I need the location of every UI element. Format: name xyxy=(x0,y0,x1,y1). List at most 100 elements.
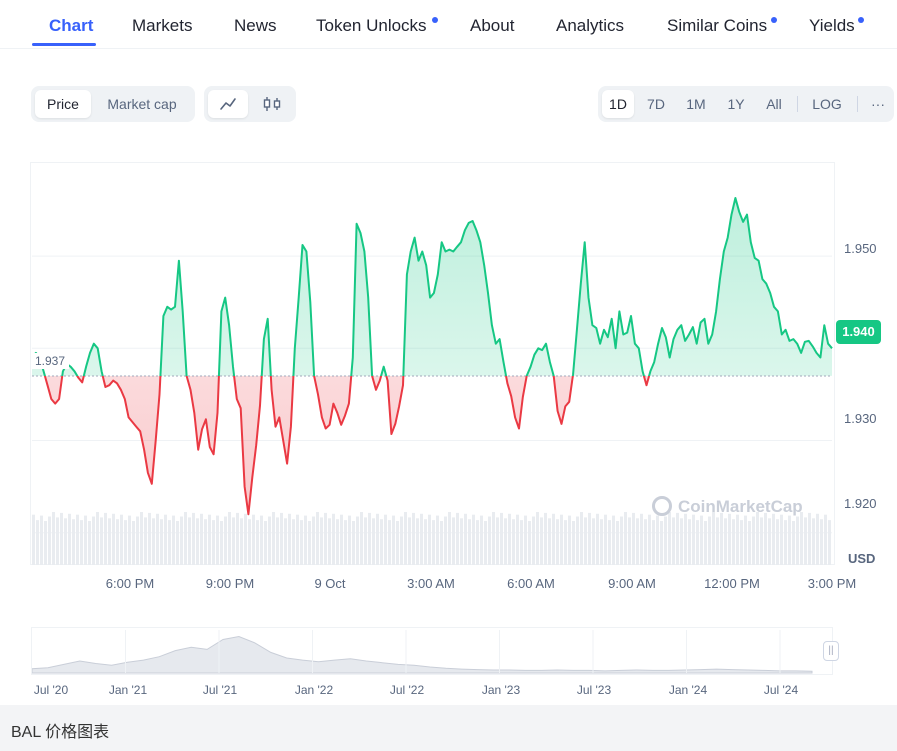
volume-bar xyxy=(428,514,431,565)
volume-bar xyxy=(592,518,595,565)
market-cap-toggle-button[interactable]: Market cap xyxy=(107,96,177,112)
volume-bar xyxy=(684,513,687,565)
volume-bar xyxy=(584,517,587,565)
range-divider xyxy=(797,96,798,112)
volume-bar xyxy=(744,515,747,565)
tab-chart[interactable]: Chart xyxy=(49,16,94,35)
range-7d-button[interactable]: 7D xyxy=(647,96,665,112)
volume-bar xyxy=(148,512,151,565)
volume-bar xyxy=(708,516,711,565)
volume-bar xyxy=(208,514,211,565)
x-tick-label: 9:00 AM xyxy=(608,576,656,591)
volume-bar xyxy=(244,513,247,565)
coinmarketcap-watermark: CoinMarketCap xyxy=(652,496,803,517)
volume-bar xyxy=(260,515,263,565)
navigator-label: Jul '23 xyxy=(576,683,612,697)
volume-bar xyxy=(604,514,607,565)
x-tick-label: 9:00 PM xyxy=(205,576,255,591)
navigator-label: Jul '22 xyxy=(389,683,425,697)
volume-bar xyxy=(440,521,443,565)
volume-bar xyxy=(196,518,199,565)
volume-bar xyxy=(364,517,367,565)
volume-bar xyxy=(764,512,767,565)
navigator-drag-handle[interactable]: || xyxy=(823,641,839,661)
range-all-button[interactable]: All xyxy=(766,96,782,112)
volume-bar xyxy=(632,512,635,565)
volume-bar xyxy=(376,513,379,565)
volume-bar xyxy=(172,515,175,565)
tab-about[interactable]: About xyxy=(470,16,515,35)
volume-bar xyxy=(92,516,95,565)
range-1y-button[interactable]: 1Y xyxy=(727,96,745,112)
volume-bar xyxy=(276,517,279,565)
volume-bar xyxy=(396,521,399,565)
volume-bar xyxy=(616,521,619,565)
volume-bar xyxy=(252,514,255,565)
volume-bar xyxy=(124,520,127,565)
volume-bar xyxy=(64,518,67,565)
volume-bar xyxy=(596,513,599,565)
log-scale-button[interactable]: LOG xyxy=(812,96,842,112)
candlestick-chart-button[interactable] xyxy=(252,90,292,118)
volume-bar xyxy=(816,513,819,565)
x-tick-label: 6:00 AM xyxy=(507,576,555,591)
range-navigator[interactable] xyxy=(31,627,833,675)
volume-bar xyxy=(488,516,491,565)
volume-bar xyxy=(340,514,343,565)
tab-similar-coins[interactable]: Similar Coins xyxy=(667,16,768,35)
volume-bar xyxy=(516,514,519,565)
caption-bar xyxy=(0,705,897,751)
volume-bar xyxy=(480,515,483,565)
range-toggle: 1D 7D 1M 1Y All LOG ··· xyxy=(598,86,894,122)
line-chart-button[interactable] xyxy=(208,90,248,118)
volume-bar xyxy=(312,516,315,565)
more-options-button[interactable]: ··· xyxy=(871,96,885,112)
volume-bar xyxy=(492,512,495,565)
volume-bar xyxy=(356,516,359,565)
volume-bar xyxy=(300,520,303,565)
navigator-label: Jan '21 xyxy=(108,683,148,697)
volume-bar xyxy=(748,521,751,565)
log-divider xyxy=(857,96,858,112)
volume-bar xyxy=(192,512,195,565)
volume-bar xyxy=(284,518,287,565)
volume-bar xyxy=(308,521,311,565)
metric-toggle: Price Market cap xyxy=(31,86,195,122)
volume-bar xyxy=(696,520,699,565)
volume-bar xyxy=(732,519,735,565)
volume-bar xyxy=(460,518,463,565)
volume-bar xyxy=(96,512,99,565)
volume-bar xyxy=(44,521,47,565)
volume-bar xyxy=(600,519,603,565)
tab-analytics[interactable]: Analytics xyxy=(556,16,625,35)
tab-token-unlocks[interactable]: Token Unlocks xyxy=(316,16,427,35)
volume-bar xyxy=(416,518,419,565)
y-tick-label: 1.920 xyxy=(844,496,877,511)
chart-type-toggle xyxy=(204,86,296,122)
volume-bar xyxy=(384,514,387,565)
volume-bar xyxy=(76,514,79,565)
price-line-up xyxy=(31,197,833,376)
volume-bar xyxy=(432,520,435,565)
volume-bar xyxy=(112,513,115,565)
volume-bar xyxy=(232,517,235,565)
tab-bar: Chart Markets News Token Unlocks About A… xyxy=(0,0,897,49)
current-price-badge: 1.940 xyxy=(836,320,881,344)
range-1d-button[interactable]: 1D xyxy=(602,90,634,118)
volume-bar xyxy=(320,517,323,565)
tab-news[interactable]: News xyxy=(234,16,277,35)
volume-bar xyxy=(804,517,807,565)
tab-markets[interactable]: Markets xyxy=(132,16,193,35)
price-toggle-button[interactable]: Price xyxy=(35,90,91,118)
volume-bar xyxy=(256,520,259,565)
volume-bar xyxy=(532,516,535,565)
volume-bar xyxy=(824,514,827,565)
volume-bar xyxy=(328,518,331,565)
volume-bar xyxy=(332,513,335,565)
volume-bar xyxy=(80,520,83,565)
volume-bar xyxy=(752,516,755,565)
volume-bar xyxy=(552,513,555,565)
range-1m-button[interactable]: 1M xyxy=(686,96,706,112)
volume-bar xyxy=(612,515,615,565)
tab-yields[interactable]: Yields xyxy=(809,16,855,35)
